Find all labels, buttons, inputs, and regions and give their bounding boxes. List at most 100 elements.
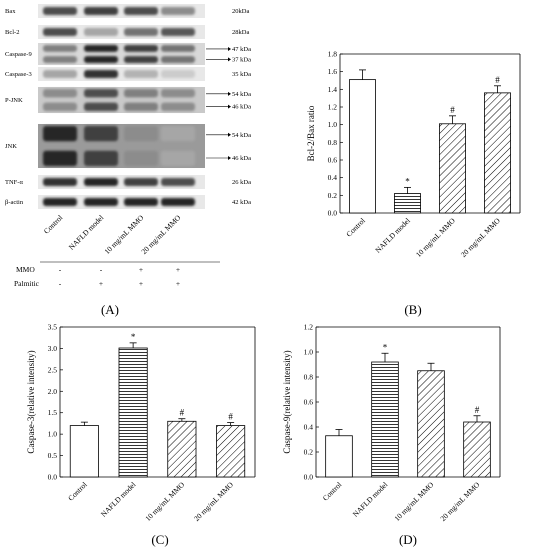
blot-band	[43, 28, 77, 36]
panel-label-c: (C)	[151, 532, 168, 547]
category-label: NAFLD model	[99, 480, 138, 519]
blot-band	[161, 28, 195, 36]
y-tick-label: 0.0	[48, 473, 58, 482]
blot-band	[43, 150, 77, 166]
category-label: 20 mg/mL MMO	[192, 480, 235, 523]
category-label: 10 mg/mL MMO	[392, 480, 435, 523]
blot-band	[84, 56, 118, 63]
blot-band	[124, 70, 158, 78]
blot-kda-label: 26 kDa	[232, 179, 251, 186]
chart-panel-d: 0.0 0.2 0.4 0.6 0.8 1.0 1.2 Caspase-9(relative …	[282, 323, 501, 523]
blot-band	[124, 89, 158, 98]
panel-label-a: (A)	[101, 302, 119, 317]
blot-band	[43, 7, 77, 15]
y-tick-label: 2.0	[48, 387, 58, 396]
y-tick-label: 1.2	[304, 323, 314, 332]
significance-mark: #	[475, 405, 480, 415]
category-label: 10 mg/mL MMO	[143, 480, 186, 523]
significance-mark: #	[228, 412, 233, 422]
blot-lane-label: NAFLD model	[67, 213, 106, 252]
treatment-mark: +	[176, 279, 180, 288]
blot-band	[84, 150, 118, 166]
category-label: Control	[321, 480, 344, 503]
blot-band	[84, 198, 118, 206]
bar	[439, 123, 466, 214]
y-tick-label: 3.0	[48, 344, 58, 353]
blot-band	[43, 126, 77, 142]
treatment-name: MMO	[16, 265, 35, 274]
blot-band	[161, 7, 195, 15]
blot-band	[161, 198, 195, 206]
significance-mark: #	[495, 75, 500, 85]
bar	[463, 421, 491, 478]
y-axis-label: Caspase-9(relative intensity)	[282, 350, 292, 453]
treatment-mark: +	[176, 265, 180, 274]
treatment-mark: +	[139, 265, 143, 274]
blot-kda-label: 46 kDa	[232, 155, 251, 162]
blot-band	[161, 56, 195, 63]
blot-protein-label: JNK	[5, 143, 17, 150]
blot-arrowhead	[228, 132, 231, 137]
blot-band	[161, 70, 195, 78]
blot-kda-label: 28kDa	[232, 29, 249, 36]
blot-band	[84, 89, 118, 98]
blot-arrowhead	[228, 91, 231, 96]
panel-label-b: (B)	[404, 302, 421, 317]
blot-band	[124, 178, 158, 186]
category-label: 20 mg/mL MMO	[459, 216, 502, 259]
treatment-mark: -	[100, 265, 103, 274]
y-tick-label: 0.8	[328, 138, 338, 147]
y-tick-label: 1.2	[328, 103, 338, 112]
blot-band	[43, 56, 77, 63]
blot-band	[124, 56, 158, 63]
panel-label-d: (D)	[399, 532, 417, 547]
category-label: 10 mg/mL MMO	[414, 216, 457, 259]
blot-band	[124, 126, 158, 142]
blot-band	[84, 70, 118, 78]
bar	[394, 193, 421, 214]
y-tick-label: 0.6	[304, 398, 314, 407]
blot-band	[84, 45, 118, 52]
treatment-mark: +	[99, 279, 103, 288]
y-tick-label: 1.0	[304, 348, 314, 357]
blot-band	[161, 126, 195, 142]
blot-band	[43, 89, 77, 98]
category-label: NAFLD model	[373, 216, 412, 255]
blot-band	[84, 178, 118, 186]
blot-band	[161, 102, 195, 111]
blot-band	[161, 45, 195, 52]
y-tick-label: 0.0	[328, 209, 338, 218]
treatment-mark: -	[59, 279, 62, 288]
blot-protein-label: P-JNK	[5, 97, 23, 104]
blot-protein-label: Bcl-2	[5, 29, 19, 36]
significance-mark: *	[405, 176, 410, 186]
blot-band	[43, 45, 77, 52]
y-tick-label: 0.2	[304, 448, 314, 457]
blot-kda-label: 54 kDa	[232, 132, 251, 139]
y-tick-label: 1.6	[328, 67, 338, 76]
blot-lane-label: Control	[42, 213, 65, 236]
y-tick-label: 0.0	[304, 473, 314, 482]
treatment-mark: +	[139, 279, 143, 288]
blot-band	[161, 150, 195, 166]
bar	[325, 435, 353, 478]
blot-protein-label: Bax	[5, 8, 16, 15]
y-tick-label: 0.2	[328, 191, 338, 200]
y-tick-label: 0.6	[328, 156, 338, 165]
blot-kda-label: 37 kDa	[232, 56, 251, 63]
bar	[118, 347, 148, 478]
bar	[484, 92, 511, 214]
y-axis-label: Caspase-3(relative intensity)	[26, 350, 36, 453]
category-label: 20 mg/mL MMO	[438, 480, 481, 523]
blot-arrowhead	[228, 156, 231, 160]
y-tick-label: 3.5	[48, 323, 58, 332]
significance-mark: #	[180, 408, 185, 418]
blot-band	[124, 45, 158, 52]
category-label: Control	[66, 480, 89, 503]
blot-band	[43, 102, 77, 111]
category-label: Control	[344, 216, 367, 239]
blot-kda-label: 35 kDa	[232, 71, 251, 78]
blot-band	[84, 102, 118, 111]
blot-protein-label: β-actin	[5, 199, 24, 206]
